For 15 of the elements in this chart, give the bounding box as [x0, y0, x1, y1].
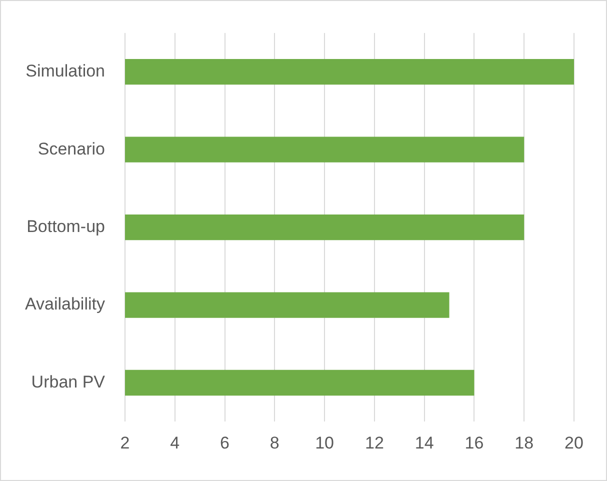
- x-tick-label: 2: [120, 433, 130, 452]
- x-tick-label: 10: [315, 433, 334, 452]
- x-tick-label: 6: [220, 433, 230, 452]
- y-tick-label: Bottom-up: [26, 216, 106, 236]
- x-tick-label: 14: [414, 433, 434, 452]
- x-tick-label: 18: [514, 433, 534, 452]
- y-tick-label: Urban PV: [31, 372, 106, 392]
- x-tick-label: 4: [170, 433, 180, 452]
- x-tick-label: 20: [564, 433, 584, 452]
- y-tick-label: Scenario: [38, 139, 106, 158]
- x-tick-label: 8: [270, 433, 280, 452]
- x-tick-label: 16: [464, 433, 484, 452]
- y-tick-label: Availability: [24, 294, 106, 314]
- x-tick-label: 12: [364, 433, 384, 452]
- y-tick-label: Simulation: [26, 62, 106, 81]
